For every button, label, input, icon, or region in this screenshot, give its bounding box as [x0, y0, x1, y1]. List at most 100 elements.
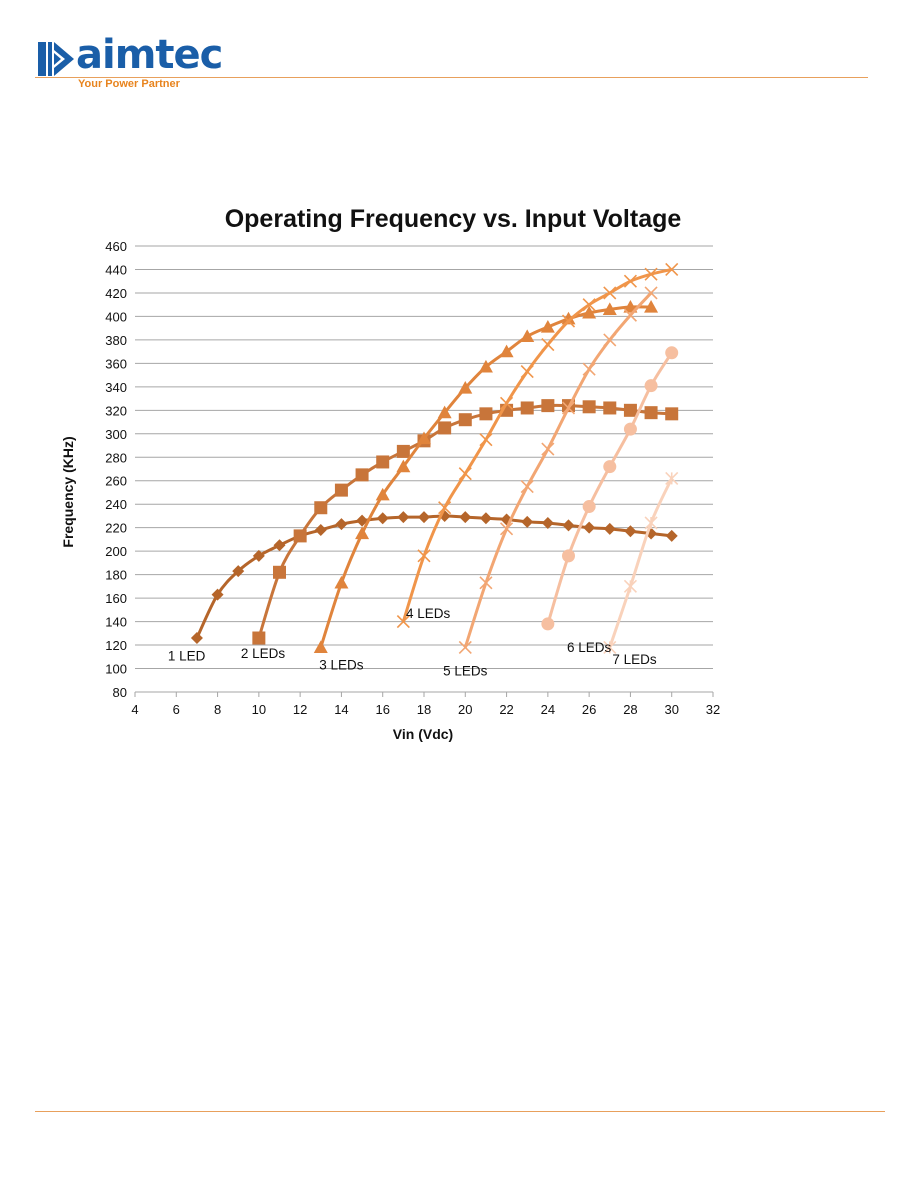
- data-point: [396, 615, 410, 629]
- data-point: [541, 617, 555, 631]
- data-point: [500, 396, 514, 410]
- data-point: [541, 442, 555, 456]
- data-point: [665, 262, 679, 277]
- x-tick-label: 10: [252, 702, 266, 717]
- series-line: [546, 352, 673, 625]
- data-point: [458, 640, 472, 654]
- data-point: [582, 305, 597, 319]
- data-point: [623, 403, 637, 417]
- data-point: [665, 407, 679, 421]
- data-point: [561, 401, 576, 415]
- y-tick-label: 80: [113, 685, 127, 700]
- aimtec-logo: aimtec Your Power Partner: [38, 32, 258, 98]
- data-point: [603, 286, 617, 300]
- data-point: [314, 501, 328, 515]
- data-point: [644, 406, 658, 420]
- data-point: [397, 511, 410, 524]
- data-point: [644, 286, 658, 300]
- data-point: [644, 300, 659, 313]
- data-point: [458, 381, 473, 394]
- y-tick-label: 460: [105, 239, 127, 254]
- y-tick-label: 300: [105, 427, 127, 442]
- chart-axes: 80 100 120 140 160 180 200 220 240 260 280 300 320 34…: [105, 239, 720, 717]
- series-line: [319, 305, 652, 648]
- series-4: [396, 262, 679, 629]
- series-1: [190, 509, 678, 645]
- data-point: [375, 487, 390, 501]
- x-tick-label: 6: [173, 702, 180, 717]
- series-label: 7 LEDs: [612, 652, 657, 667]
- y-tick-label: 180: [105, 568, 127, 583]
- data-point: [644, 379, 658, 393]
- series-label: 6 LEDs: [567, 640, 612, 655]
- x-tick-label: 18: [417, 702, 431, 717]
- data-point: [623, 308, 637, 322]
- data-point: [273, 539, 286, 552]
- x-tick-label: 4: [131, 702, 138, 717]
- y-tick-label: 120: [105, 638, 127, 653]
- data-point: [396, 444, 410, 458]
- data-point: [334, 575, 349, 589]
- data-point: [624, 525, 637, 538]
- y-tick-label: 100: [105, 662, 127, 677]
- data-point: [540, 319, 555, 333]
- x-tick-label: 26: [582, 702, 596, 717]
- x-tick-label: 32: [706, 702, 720, 717]
- data-point: [314, 524, 327, 537]
- data-point: [417, 431, 431, 445]
- x-tick-label: 28: [623, 702, 637, 717]
- data-point: [334, 483, 348, 497]
- data-point: [479, 576, 493, 590]
- data-point: [665, 346, 679, 360]
- footer-rule: [35, 1111, 885, 1112]
- data-point: [417, 549, 431, 563]
- data-point: [479, 407, 493, 421]
- y-tick-label: 400: [105, 309, 127, 324]
- data-point: [396, 459, 411, 473]
- chart-title: Operating Frequency vs. Input Voltage: [225, 205, 682, 233]
- y-tick-label: 380: [105, 333, 127, 348]
- data-point: [355, 526, 370, 540]
- x-tick-label: 20: [458, 702, 472, 717]
- header-rule: [35, 77, 868, 78]
- data-point: [355, 468, 369, 482]
- data-point: [602, 302, 617, 315]
- y-tick-label: 200: [105, 544, 127, 559]
- series-label: 4 LEDs: [406, 606, 451, 621]
- data-point: [458, 467, 472, 481]
- x-tick-label: 8: [214, 702, 221, 717]
- data-point: [356, 514, 369, 527]
- data-point: [603, 333, 617, 347]
- y-tick-label: 320: [105, 403, 127, 418]
- x-tick-label: 22: [499, 702, 513, 717]
- data-point: [561, 311, 576, 325]
- data-point: [273, 565, 286, 579]
- series-line: [463, 291, 653, 648]
- data-point: [438, 421, 452, 435]
- data-point: [603, 522, 616, 535]
- data-point: [232, 565, 245, 578]
- data-point: [583, 521, 596, 534]
- data-point: [500, 522, 514, 536]
- brand-tagline: Your Power Partner: [78, 78, 180, 90]
- y-tick-label: 340: [105, 380, 127, 395]
- data-point: [603, 640, 617, 654]
- data-point: [459, 511, 472, 524]
- series-label: 1 LED: [168, 648, 206, 663]
- y-tick-label: 160: [105, 591, 127, 606]
- data-point: [313, 640, 328, 653]
- series-3: [313, 300, 659, 653]
- data-point: [562, 519, 575, 532]
- data-point: [418, 511, 430, 524]
- data-point: [644, 516, 658, 530]
- data-point: [582, 298, 596, 312]
- series-label: 5 LEDs: [443, 664, 488, 679]
- logo-arrow-icon: [38, 42, 74, 76]
- data-point: [665, 471, 679, 485]
- series-label: 2 LEDs: [241, 646, 286, 661]
- x-axis-label: Vin (Vdc): [393, 726, 453, 742]
- page-header: aimtec Your Power Partner: [0, 0, 918, 100]
- series-6: [541, 346, 679, 631]
- data-point: [623, 579, 637, 593]
- chart-gridlines: [135, 245, 713, 693]
